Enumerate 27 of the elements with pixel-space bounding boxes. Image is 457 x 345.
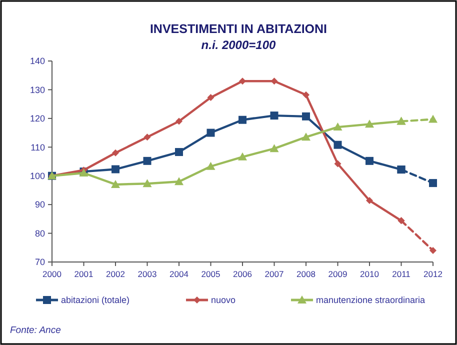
x-tick-label: 2002	[106, 269, 126, 279]
y-tick-label: 80	[34, 228, 45, 238]
y-tick-label: 120	[30, 114, 45, 124]
chart-subtitle: n.i. 2000=100	[201, 38, 276, 52]
x-tick-label: 2005	[201, 269, 220, 279]
x-tick-label: 2009	[328, 269, 348, 279]
y-tick-label: 90	[34, 200, 45, 210]
x-tick-label: 2004	[170, 269, 189, 279]
x-tick-label: 2003	[138, 269, 157, 279]
x-tick-label: 2000	[42, 269, 62, 279]
legend-label: abitazioni (totale)	[61, 295, 130, 306]
x-tick-label: 2012	[424, 269, 443, 279]
x-tick-label: 2006	[233, 269, 252, 279]
x-tick-label: 2008	[296, 269, 316, 279]
x-tick-label: 2010	[360, 269, 380, 279]
y-tick-label: 110	[30, 142, 45, 152]
y-tick-label: 70	[34, 257, 45, 268]
y-tick-label: 100	[30, 171, 45, 182]
y-tick-label: 130	[30, 84, 45, 95]
source-note: Fonte: Ance	[10, 325, 61, 336]
y-tick-label: 140	[30, 56, 45, 66]
legend-label: manutenzione straordinaria	[316, 295, 426, 306]
legend-label: nuovo	[211, 295, 236, 306]
x-tick-label: 2011	[392, 269, 411, 279]
x-tick-label: 2001	[74, 269, 94, 279]
chart-title: INVESTIMENTI IN ABITAZIONI	[150, 22, 328, 36]
x-tick-label: 2007	[264, 269, 284, 279]
